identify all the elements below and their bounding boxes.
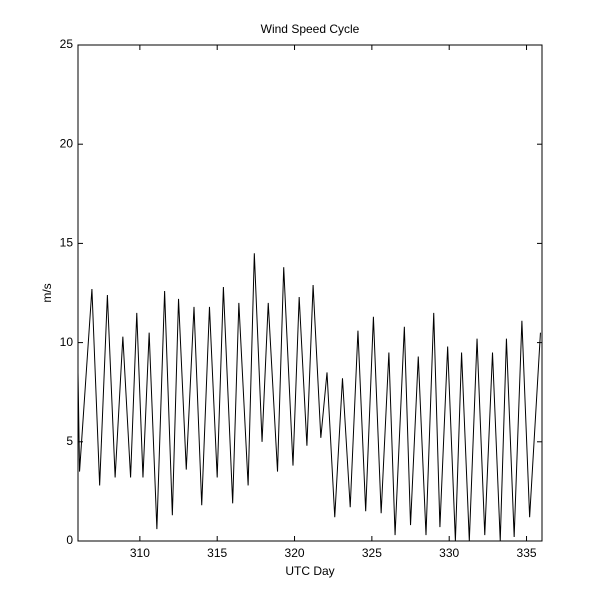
x-axis-label: UTC Day — [285, 564, 334, 578]
y-tick-label: 0 — [66, 533, 73, 547]
plot-frame — [77, 44, 543, 542]
x-tick-label: 335 — [517, 546, 537, 560]
y-tick-label: 20 — [60, 136, 74, 150]
x-tick-label: 310 — [130, 546, 150, 560]
x-tick-label: 315 — [207, 546, 227, 560]
y-tick-label: 10 — [60, 335, 74, 349]
x-tick-label: 320 — [285, 546, 305, 560]
y-tick-label: 5 — [66, 434, 73, 448]
x-tick-label: 325 — [362, 546, 382, 560]
x-tick-label: 330 — [439, 546, 459, 560]
y-tick-label: 25 — [60, 37, 74, 51]
y-tick-label: 15 — [60, 236, 74, 250]
y-axis-label: m/s — [40, 283, 54, 302]
data-line — [77, 253, 541, 542]
chart-title: Wind Speed Cycle — [261, 22, 360, 36]
